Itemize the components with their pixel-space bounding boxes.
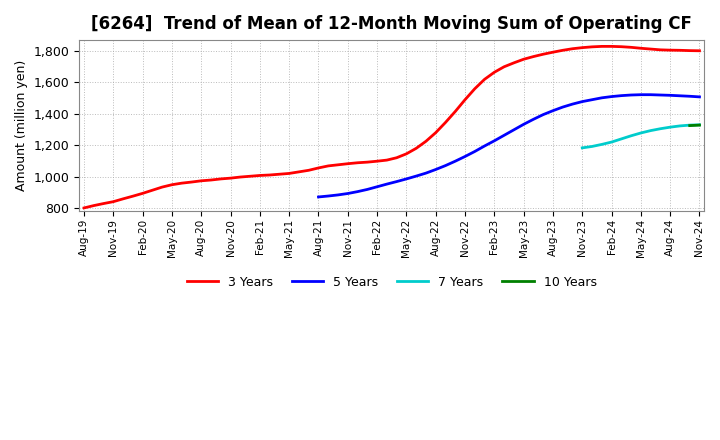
- Title: [6264]  Trend of Mean of 12-Month Moving Sum of Operating CF: [6264] Trend of Mean of 12-Month Moving …: [91, 15, 692, 33]
- Y-axis label: Amount (million yen): Amount (million yen): [15, 60, 28, 191]
- Legend: 3 Years, 5 Years, 7 Years, 10 Years: 3 Years, 5 Years, 7 Years, 10 Years: [182, 271, 601, 294]
